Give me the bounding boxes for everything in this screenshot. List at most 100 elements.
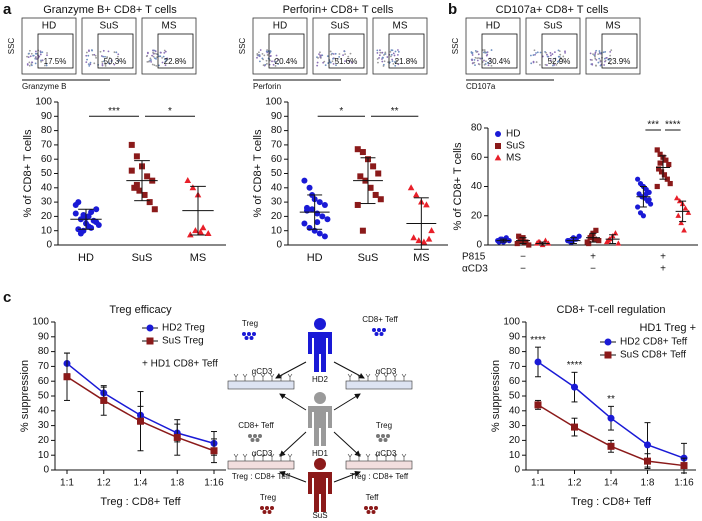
event-dot <box>104 55 106 58</box>
data-point <box>428 227 435 234</box>
data-point <box>644 457 651 465</box>
data-point <box>648 201 654 207</box>
event-dot <box>471 51 474 54</box>
event-dot <box>485 51 488 54</box>
event-dot <box>166 57 169 60</box>
event-dot <box>28 61 31 64</box>
flow-plot <box>21 17 77 75</box>
event-dot <box>151 54 153 57</box>
arrow <box>333 361 365 379</box>
data-point <box>612 230 619 236</box>
y-tick-label: 20 <box>471 210 483 221</box>
antibody <box>287 453 293 461</box>
event-dot <box>332 57 334 60</box>
event-dot <box>156 56 158 59</box>
diagram: Treg CD8+ Teff αCD3 αCD3 CD8+ Teff Treg … <box>227 315 413 520</box>
event-dot <box>265 62 268 65</box>
x-tick-label: 1:8 <box>641 478 655 489</box>
flow-plot <box>252 17 308 75</box>
antibody <box>233 453 239 461</box>
data-point <box>72 201 79 208</box>
event-dot <box>389 51 392 53</box>
data-point <box>324 216 331 223</box>
x-tick-label: SuS <box>132 252 153 264</box>
event-dot <box>155 57 157 60</box>
y-tick-label: 80 <box>471 123 483 134</box>
event-dot <box>104 64 107 67</box>
event-dot <box>45 62 48 65</box>
antibody <box>251 373 257 381</box>
event-dot <box>334 52 337 55</box>
event-dot <box>332 62 335 65</box>
data-point <box>357 173 364 180</box>
data-point <box>410 234 417 241</box>
data-point <box>314 219 321 226</box>
event-dot <box>564 51 566 54</box>
event-dot <box>271 60 273 63</box>
significance-label: **** <box>665 120 681 131</box>
arrows <box>275 361 365 483</box>
event-dot <box>164 50 167 53</box>
diagram-label: Treg <box>376 421 392 430</box>
event-dot <box>598 57 601 60</box>
antibody <box>233 373 239 381</box>
event-dot <box>603 64 606 66</box>
event-dot <box>539 51 542 54</box>
y-tick-label: 90 <box>271 111 283 122</box>
data-point <box>635 176 641 182</box>
event-dot <box>604 60 606 63</box>
arrow <box>279 431 307 457</box>
event-dot <box>597 61 600 64</box>
well-plate <box>227 380 295 390</box>
data-point <box>675 212 682 218</box>
arrow <box>279 393 307 411</box>
data-point <box>682 205 689 211</box>
event-dot <box>593 54 596 57</box>
event-dot <box>608 58 611 61</box>
data-point <box>133 153 140 160</box>
event-dot <box>483 49 486 51</box>
chart-title: Treg efficacy <box>109 304 172 316</box>
significance-label: * <box>168 106 172 117</box>
event-dot <box>391 58 394 61</box>
y-tick-label: 80 <box>41 125 53 136</box>
antibody <box>356 373 362 381</box>
y-tick-label: 70 <box>38 361 50 372</box>
gate-label: 52.9% <box>548 57 571 66</box>
person-head <box>314 392 326 404</box>
data-point <box>664 176 670 182</box>
event-dot <box>594 53 597 55</box>
data-point <box>514 240 520 247</box>
event-dot <box>259 49 262 51</box>
data-point <box>372 191 379 198</box>
event-dot <box>490 49 493 51</box>
event-dot <box>483 59 485 62</box>
event-dot <box>93 53 96 56</box>
event-dot <box>393 54 396 57</box>
antibody <box>269 373 275 381</box>
event-dot <box>164 60 167 63</box>
data-point <box>359 227 366 234</box>
y-tick-label: 0 <box>514 465 520 476</box>
event-dot <box>530 62 533 65</box>
data-point <box>407 184 415 191</box>
y-tick-label: 20 <box>509 435 521 446</box>
event-dot <box>377 61 379 64</box>
cell <box>382 328 386 332</box>
event-dot <box>116 55 119 58</box>
x-tick-label: 1:16 <box>674 478 694 489</box>
data-point <box>685 209 692 215</box>
event-dot <box>331 60 334 63</box>
data-point <box>321 233 328 240</box>
event-dot <box>485 60 487 63</box>
event-dot <box>546 53 548 56</box>
event-dot <box>534 53 536 56</box>
flow-plot <box>141 17 197 75</box>
y-axis-label: % suppression <box>490 360 502 432</box>
event-dot <box>394 50 397 53</box>
cell <box>383 438 388 442</box>
data-point <box>607 414 615 422</box>
event-dot <box>609 50 612 53</box>
antibody <box>365 453 371 461</box>
gate <box>328 33 365 69</box>
